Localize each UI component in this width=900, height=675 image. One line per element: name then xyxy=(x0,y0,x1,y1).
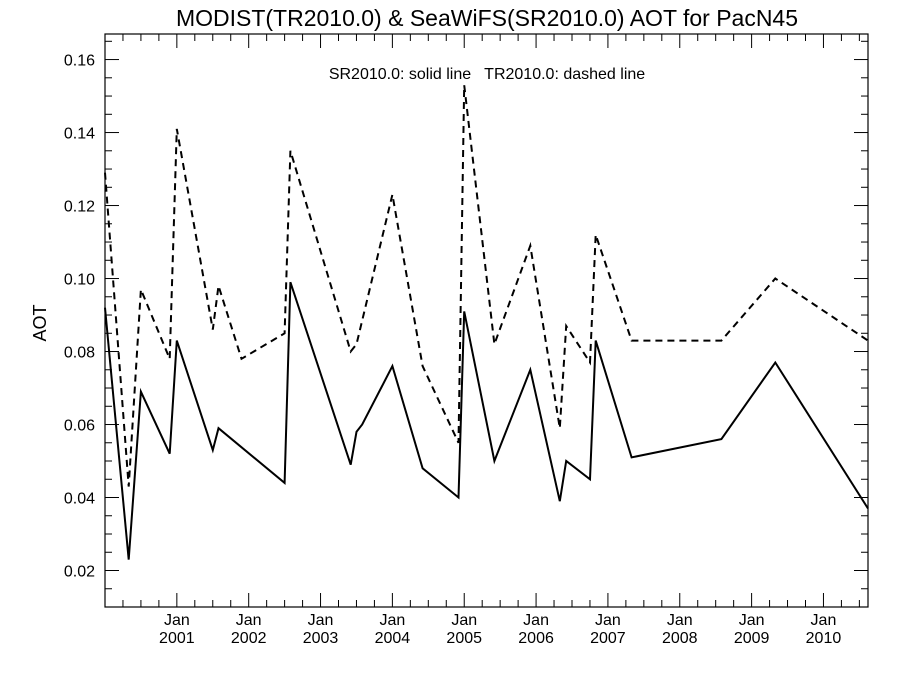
x-tick-month: Jan xyxy=(164,612,190,629)
x-tick-year: 2007 xyxy=(590,630,626,647)
x-tick-year: 2004 xyxy=(375,630,411,647)
y-tick-label: 0.06 xyxy=(64,418,95,435)
y-axis-title: AOT xyxy=(30,304,50,341)
axes-frame: 0.020.040.060.080.100.120.140.16Jan2001J… xyxy=(64,33,869,647)
series-group xyxy=(104,84,869,560)
x-tick-year: 2002 xyxy=(231,630,267,647)
x-tick-month: Jan xyxy=(308,612,334,629)
series-line-sr2010-0 xyxy=(104,281,869,560)
x-tick-month: Jan xyxy=(595,612,621,629)
y-tick-label: 0.08 xyxy=(64,345,95,362)
x-tick-month: Jan xyxy=(667,612,693,629)
x-tick-year: 2001 xyxy=(159,630,195,647)
x-tick-year: 2010 xyxy=(806,630,842,647)
x-tick-month: Jan xyxy=(379,612,405,629)
y-tick-label: 0.14 xyxy=(64,126,95,143)
plot-frame xyxy=(104,33,869,608)
x-tick-month: Jan xyxy=(236,612,262,629)
y-tick-label: 0.04 xyxy=(64,491,95,508)
x-tick-month: Jan xyxy=(739,612,765,629)
y-tick-label: 0.02 xyxy=(64,564,95,581)
x-tick-month: Jan xyxy=(523,612,549,629)
x-tick-year: 2003 xyxy=(303,630,339,647)
x-tick-year: 2006 xyxy=(518,630,554,647)
x-tick-month: Jan xyxy=(811,612,837,629)
y-tick-label: 0.12 xyxy=(64,199,95,216)
y-tick-label: 0.10 xyxy=(64,272,95,289)
x-tick-month: Jan xyxy=(451,612,477,629)
y-tick-label: 0.16 xyxy=(64,53,95,70)
x-tick-year: 2005 xyxy=(446,630,482,647)
x-tick-year: 2008 xyxy=(662,630,698,647)
x-tick-year: 2009 xyxy=(734,630,770,647)
legend-annotation: SR2010.0: solid line TR2010.0: dashed li… xyxy=(329,66,645,83)
chart-title: MODIST(TR2010.0) & SeaWiFS(SR2010.0) AOT… xyxy=(176,5,798,31)
